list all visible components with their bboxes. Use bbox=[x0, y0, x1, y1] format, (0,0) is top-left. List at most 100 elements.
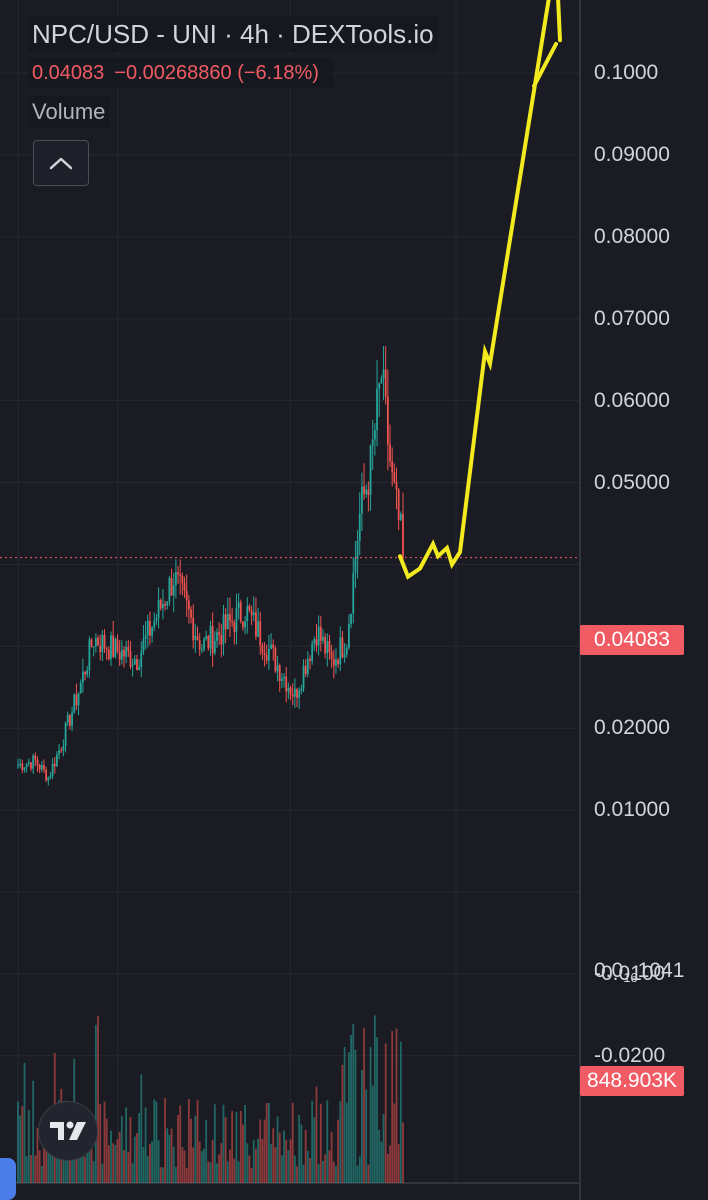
y-tick-label: 0.05000 bbox=[594, 470, 670, 494]
candle bbox=[90, 638, 93, 648]
candle bbox=[21, 759, 24, 774]
candle-body bbox=[332, 658, 335, 666]
candle bbox=[300, 684, 303, 695]
volume-bar bbox=[51, 1151, 54, 1183]
candle-body bbox=[38, 765, 41, 770]
volume-bar bbox=[159, 1167, 162, 1183]
candle bbox=[51, 758, 54, 780]
volume-bar bbox=[114, 1144, 117, 1183]
candle bbox=[220, 624, 223, 658]
candle bbox=[40, 761, 43, 773]
volume-bar bbox=[127, 1152, 130, 1183]
volume-bar bbox=[207, 1161, 210, 1183]
candle-body bbox=[136, 659, 138, 671]
candle bbox=[270, 633, 272, 650]
candle-body bbox=[47, 777, 50, 781]
volume-bar bbox=[391, 1031, 394, 1183]
candle-body bbox=[302, 665, 305, 689]
candle bbox=[298, 687, 301, 709]
volume-bar bbox=[45, 1140, 48, 1183]
candle-body bbox=[164, 603, 166, 606]
volume-bar bbox=[220, 1143, 223, 1183]
candle-body bbox=[179, 574, 182, 576]
candle bbox=[144, 621, 147, 650]
candle bbox=[207, 634, 210, 651]
volume-bar bbox=[125, 1107, 128, 1183]
volume-bar bbox=[330, 1131, 333, 1183]
candle bbox=[179, 559, 182, 595]
candle-body bbox=[56, 754, 58, 767]
candle-body bbox=[369, 445, 372, 495]
candle-body bbox=[235, 607, 238, 632]
volume-bar bbox=[313, 1117, 316, 1183]
volume-bar bbox=[222, 1104, 225, 1183]
candle bbox=[348, 614, 350, 650]
candle bbox=[43, 759, 45, 773]
last-price-badge: 0.04083 bbox=[580, 625, 684, 655]
volume-bar bbox=[376, 1037, 378, 1183]
volume-bar bbox=[129, 1117, 132, 1183]
candle-body bbox=[222, 614, 225, 645]
volume-series bbox=[17, 1015, 404, 1183]
volume-bar bbox=[36, 1128, 39, 1183]
candle-body bbox=[265, 655, 268, 661]
volume-bar bbox=[19, 1115, 22, 1183]
candle bbox=[252, 596, 255, 622]
volume-bar bbox=[229, 1149, 231, 1183]
candle-body bbox=[337, 659, 340, 665]
candle bbox=[339, 626, 342, 672]
volume-bar bbox=[291, 1102, 294, 1183]
candle-body bbox=[51, 763, 54, 776]
y-tick-label: 0.08000 bbox=[594, 224, 670, 248]
candle bbox=[386, 369, 389, 471]
volume-bar bbox=[319, 1103, 322, 1183]
candle bbox=[380, 375, 383, 384]
candle bbox=[81, 658, 84, 693]
candle-body bbox=[257, 621, 259, 637]
volume-bar bbox=[252, 1139, 255, 1183]
tradingview-logo[interactable] bbox=[38, 1101, 98, 1161]
candle-body bbox=[36, 759, 39, 766]
volume-bar bbox=[218, 1154, 221, 1183]
candle-body bbox=[60, 750, 63, 752]
candle-body bbox=[309, 658, 311, 661]
candle-body bbox=[23, 767, 26, 770]
left-scroll-handle[interactable] bbox=[0, 1158, 16, 1200]
price-change-row: 0.04083 −0.00268860 (−6.18%) bbox=[28, 58, 333, 88]
candle bbox=[248, 604, 251, 613]
candle-body bbox=[203, 639, 205, 650]
candle-body bbox=[174, 572, 177, 586]
candle-body bbox=[248, 606, 251, 611]
candle-body bbox=[341, 637, 344, 658]
candle-body bbox=[274, 647, 277, 672]
candle-body bbox=[62, 746, 65, 751]
candle bbox=[34, 752, 37, 767]
candle-body bbox=[40, 765, 43, 770]
candle-body bbox=[280, 678, 283, 681]
candle-body bbox=[77, 693, 80, 706]
candle bbox=[58, 744, 60, 760]
candle bbox=[112, 620, 115, 659]
candle-body bbox=[162, 603, 164, 609]
volume-bar bbox=[168, 1134, 171, 1183]
candle-body bbox=[30, 762, 32, 769]
candle bbox=[235, 593, 238, 645]
candle bbox=[371, 419, 374, 471]
candle-body bbox=[393, 472, 396, 482]
volume-bar bbox=[103, 1101, 106, 1183]
volume-bar bbox=[289, 1139, 292, 1183]
candle bbox=[56, 751, 58, 767]
volume-bar bbox=[32, 1080, 35, 1183]
collapse-legend-button[interactable] bbox=[33, 140, 89, 186]
y-tick-label: 0.07000 bbox=[594, 306, 670, 330]
candle bbox=[172, 572, 175, 613]
candle-body bbox=[200, 649, 203, 651]
volume-bar bbox=[123, 1150, 125, 1183]
volume-bar bbox=[196, 1100, 199, 1183]
candle bbox=[272, 639, 275, 661]
candle-body bbox=[252, 612, 255, 616]
candle-body bbox=[66, 715, 69, 723]
volume-bar bbox=[190, 1118, 192, 1183]
candle bbox=[49, 771, 52, 780]
